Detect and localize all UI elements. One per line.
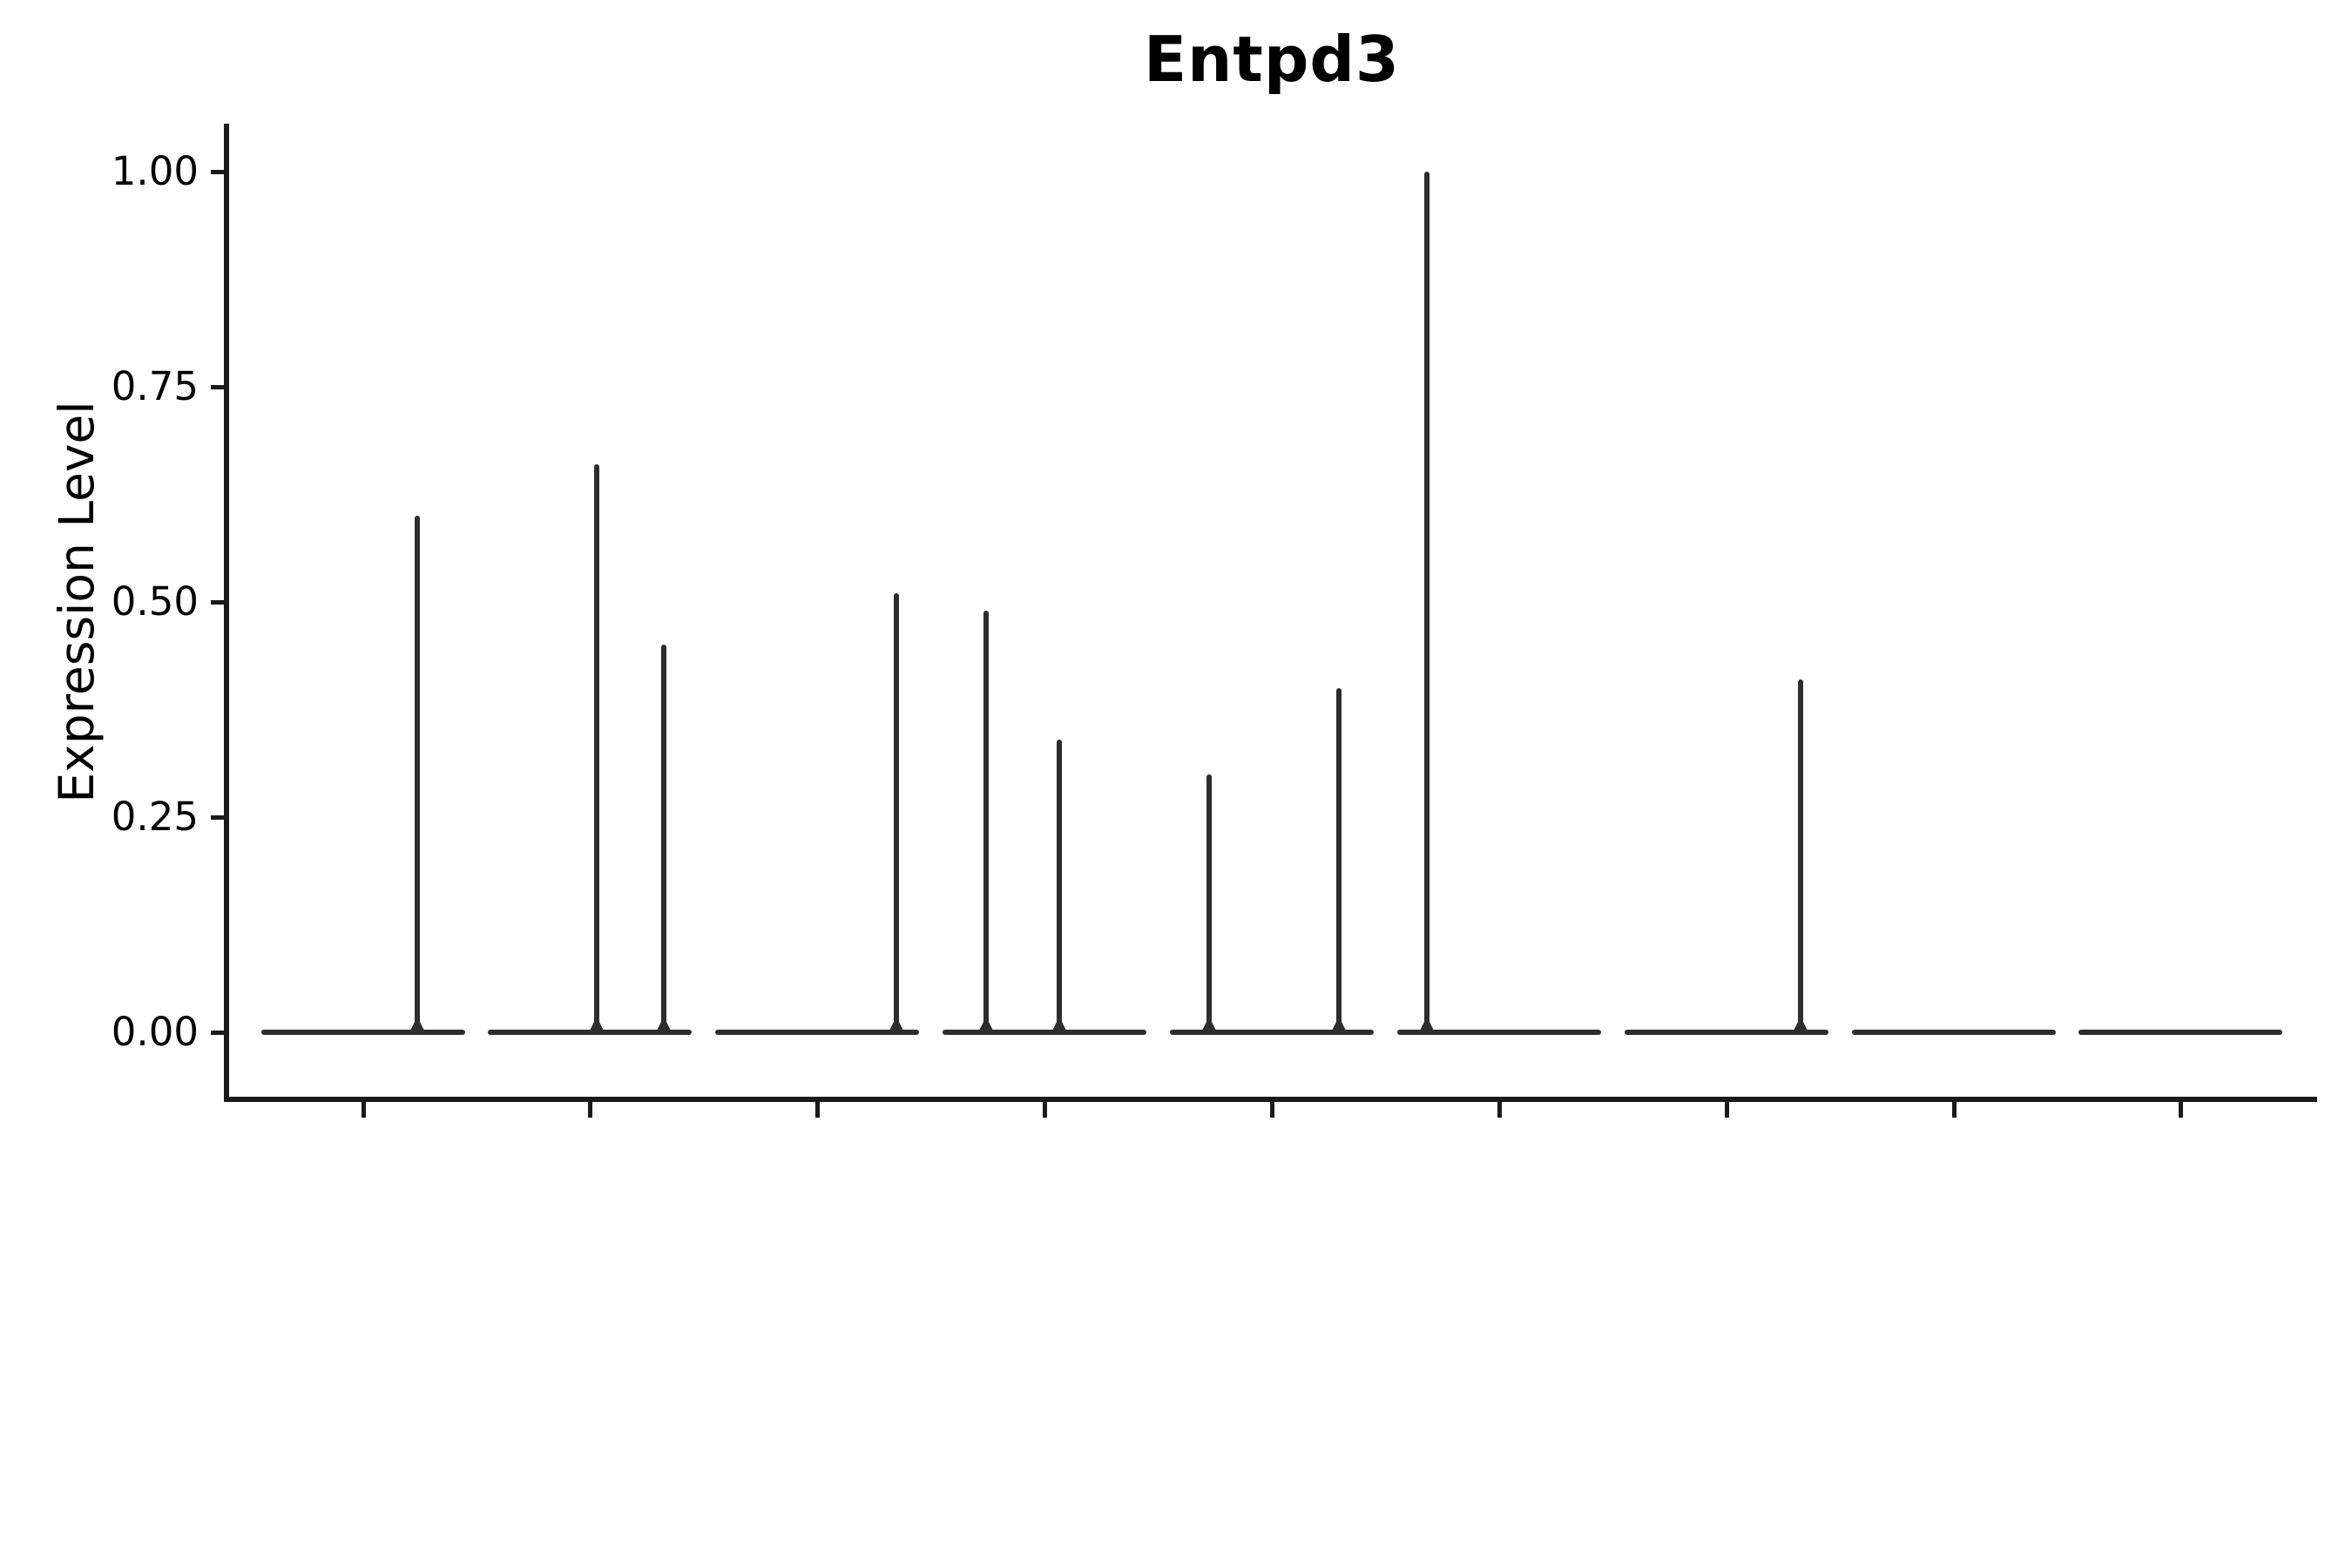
x-tick-mark xyxy=(1269,1102,1274,1118)
violin-baseline xyxy=(1169,1030,1374,1035)
x-axis-line xyxy=(224,1097,2317,1102)
y-tick-label: 0.75 xyxy=(111,363,199,409)
violin-spike xyxy=(1335,687,1342,1035)
violin-spike xyxy=(894,593,900,1035)
y-tick-label: 0.25 xyxy=(111,794,199,840)
violin-baseline xyxy=(260,1030,465,1035)
violin-spike xyxy=(594,463,600,1035)
violin-baseline xyxy=(943,1030,1147,1035)
y-tick-mark xyxy=(211,815,225,820)
violin-baseline xyxy=(1851,1030,2056,1035)
x-tick-mark xyxy=(1951,1102,1957,1118)
violin-baseline xyxy=(1624,1030,1828,1035)
x-tick-mark xyxy=(2179,1102,2184,1118)
y-tick-label: 0.00 xyxy=(111,1009,199,1055)
violin-spike xyxy=(983,610,990,1035)
y-tick-label: 1.00 xyxy=(111,148,199,194)
violin-spike xyxy=(414,516,420,1035)
y-tick-label: 0.50 xyxy=(111,578,199,625)
y-tick-mark xyxy=(211,170,225,174)
y-tick-mark xyxy=(211,1031,225,1035)
x-tick-mark xyxy=(815,1102,821,1118)
violin-spike xyxy=(1423,172,1429,1035)
violin-baseline xyxy=(715,1030,920,1035)
y-tick-mark xyxy=(211,600,225,605)
violin-spike xyxy=(1797,679,1803,1035)
y-tick-mark xyxy=(211,385,225,389)
violin-baseline xyxy=(2078,1030,2283,1035)
violin-spike xyxy=(661,645,667,1035)
x-tick-mark xyxy=(588,1102,593,1118)
y-axis-line xyxy=(224,124,229,1102)
x-tick-mark xyxy=(361,1102,366,1118)
x-tick-mark xyxy=(1497,1102,1502,1118)
chart-title: Entpd3 xyxy=(1143,23,1401,96)
violin-spike xyxy=(1206,774,1212,1035)
x-tick-mark xyxy=(1043,1102,1048,1118)
violin-spike xyxy=(1057,740,1063,1035)
violin-baseline xyxy=(1396,1030,1601,1035)
x-tick-mark xyxy=(1724,1102,1729,1118)
